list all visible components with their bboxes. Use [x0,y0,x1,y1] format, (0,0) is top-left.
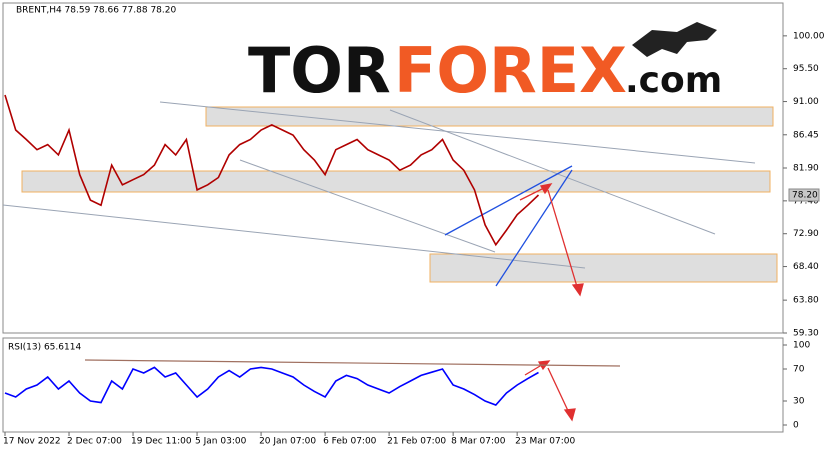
x-tick-label: 8 Mar 07:00 [451,437,506,447]
trend-line [389,109,716,235]
y-tick-label: 86.45 [793,130,819,140]
price-label: 78.20 [792,191,818,201]
price-panel [2,2,784,334]
trend-line [159,101,756,164]
chart-title: BRENT,H4 78.59 78.66 77.88 78.20 [16,6,176,16]
y-tick-label: 81.90 [793,164,819,174]
series-line [4,94,540,247]
y-tick-label: 68.40 [793,262,819,272]
logo-bull [632,22,717,57]
rsi-panel [2,337,784,433]
price-label-box [788,188,820,202]
trend-line [239,159,496,253]
trend-line [2,204,586,269]
y-tick-label: 59.30 [793,329,819,339]
logo-forex: FOREX [394,34,627,107]
y-tick-label: 100 [793,341,810,351]
y-tick-label: 30 [793,397,805,407]
y-tick-label: 63.80 [793,296,819,306]
y-tick-label: 91.00 [793,97,819,107]
x-tick-label: 20 Jan 07:00 [259,437,316,447]
rsi-title: RSI(13) 65.6114 [8,343,81,353]
y-tick-label: 72.90 [793,229,819,239]
logo-com: .com [625,60,722,101]
y-tick-label: 95.50 [793,64,819,74]
logo-tor: TOR [248,34,391,107]
rsi-trend-line [84,359,621,367]
channel-line [444,165,573,236]
y-tick-label: 0 [793,421,799,431]
series-line [4,366,539,406]
y-tick-label: 70 [793,365,805,375]
x-tick-label: 23 Mar 07:00 [515,437,575,447]
x-tick-label: 6 Feb 07:00 [323,437,377,447]
x-tick-label: 17 Nov 2022 [3,437,61,447]
pivot-zone [21,170,771,193]
resistance-zone [205,106,774,127]
channel-line [495,169,573,287]
y-tick-label: 100.00 [793,31,825,41]
support-zone [429,253,778,283]
x-tick-label: 21 Feb 07:00 [387,437,446,447]
x-tick-label: 5 Jan 03:00 [195,437,247,447]
x-tick-label: 2 Dec 07:00 [67,437,122,447]
x-tick-label: 19 Dec 11:00 [131,437,192,447]
logo: TOR FOREX .com [248,22,722,107]
